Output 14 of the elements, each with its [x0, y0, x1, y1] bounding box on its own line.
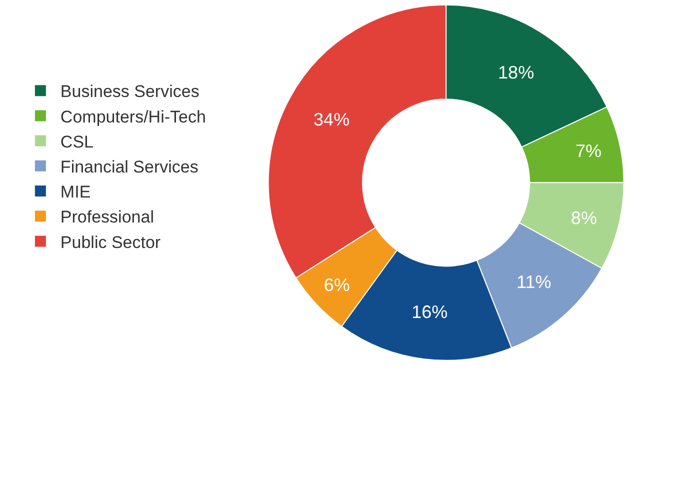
- legend-label: CSL: [60, 132, 94, 152]
- data-label: 11%: [516, 272, 552, 292]
- data-label: 8%: [570, 208, 597, 228]
- data-label: 6%: [324, 275, 350, 296]
- legend-label: Financial Services: [60, 158, 198, 177]
- legend-label: Professional: [60, 208, 154, 227]
- data-label: 7%: [575, 140, 602, 161]
- data-label: 18%: [498, 62, 534, 82]
- data-label: 34%: [314, 110, 350, 130]
- data-label: 16%: [412, 302, 448, 322]
- legend-label: MIE: [60, 182, 91, 202]
- legend-label: Public Sector: [60, 232, 161, 252]
- legend-label: Business Services: [60, 82, 200, 102]
- legend-label: Computers/Hi-Tech: [60, 107, 206, 126]
